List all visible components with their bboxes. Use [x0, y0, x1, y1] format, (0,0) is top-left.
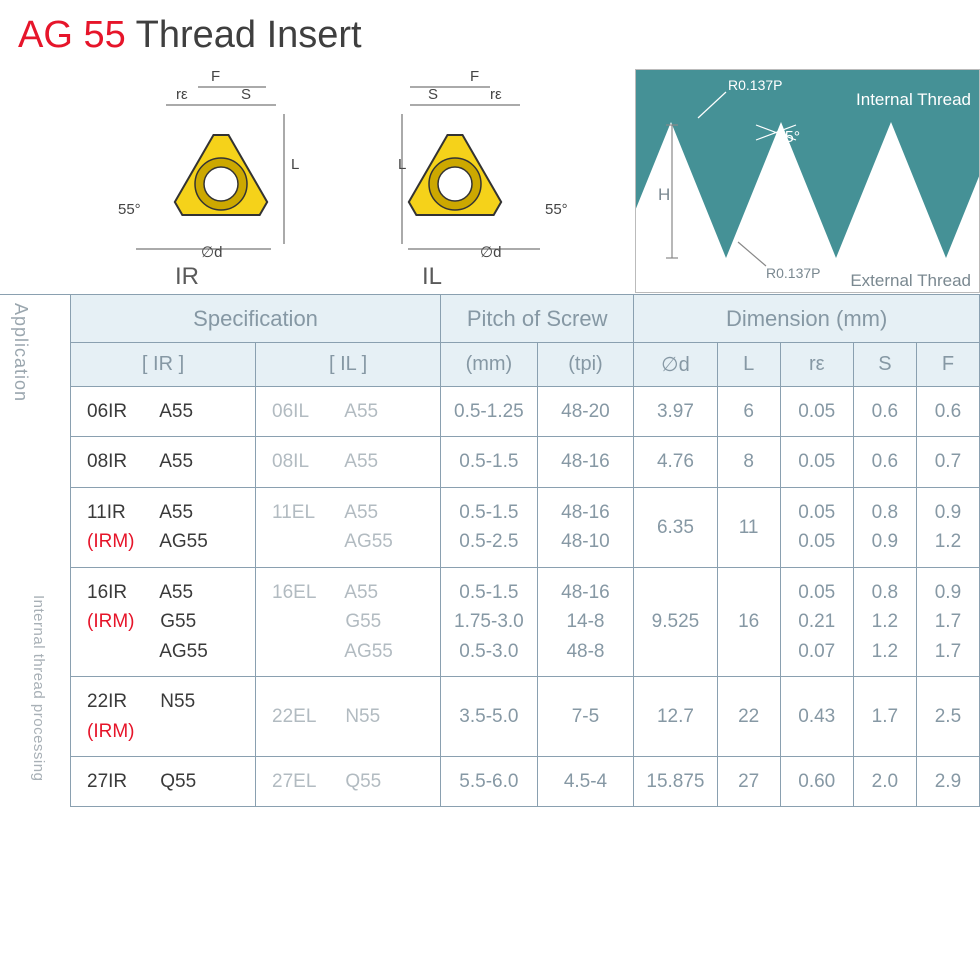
svg-text:R0.137P: R0.137P — [728, 77, 782, 93]
svg-text:rε: rε — [176, 86, 188, 103]
header-re: rε — [780, 343, 853, 387]
svg-text:∅d: ∅d — [480, 244, 501, 259]
diagram-area: Frε S L 55° ∅d F Srε L 55° ∅d IR IL Internal Thr… — [0, 69, 980, 294]
thread-profile-diagram: Internal Thread External Thread R0.137P R0.… — [635, 69, 980, 293]
svg-text:55°: 55° — [545, 201, 568, 218]
svg-text:Internal Thread: Internal Thread — [856, 90, 971, 109]
header-pitch: Pitch of Screw — [441, 295, 634, 343]
svg-text:S: S — [428, 86, 438, 103]
svg-text:External Thread: External Thread — [850, 271, 971, 290]
header-il: [ IL ] — [256, 343, 441, 387]
insert-diagram-il: FSrεL55°∅d — [340, 69, 570, 259]
page-title: AG 55 Thread Insert — [0, 0, 980, 69]
header-S: S — [853, 343, 916, 387]
svg-text:H: H — [658, 185, 670, 204]
svg-text:rε: rε — [490, 86, 502, 103]
insert-diagram-ir: Frε S L 55° ∅d — [106, 69, 336, 259]
header-specification: Specification — [71, 295, 441, 343]
header-L: L — [717, 343, 780, 387]
side-label-application: Application — [10, 303, 31, 402]
svg-text:F: F — [211, 69, 220, 85]
side-label: Application Internal thread processing — [0, 294, 70, 807]
table-row: 11IR A55(IRM) AG5511EL A55 AG550.5-1.50.… — [71, 487, 980, 567]
table-row: 16IR A55(IRM) G55 AG5516EL A55 G55 AG550… — [71, 567, 980, 676]
svg-text:F: F — [470, 69, 479, 85]
table-row: 08IR A5508IL A550.5-1.548-164.7680.050.6… — [71, 437, 980, 487]
table-row: 27IR Q5527EL Q555.5-6.04.5-415.875270.60… — [71, 756, 980, 806]
side-label-processing: Internal thread processing — [30, 595, 47, 781]
header-ir: [ IR ] — [71, 343, 256, 387]
insert-label-il: IL — [422, 263, 442, 291]
header-dimension: Dimension (mm) — [634, 295, 980, 343]
svg-text:L: L — [291, 156, 299, 173]
svg-text:∅d: ∅d — [201, 244, 222, 259]
svg-text:S: S — [241, 86, 251, 103]
table-row: 22IR N55(IRM) 22EL N553.5-5.07-512.7220.… — [71, 677, 980, 757]
svg-text:R0.137P: R0.137P — [766, 265, 820, 281]
title-prefix: AG 55 — [18, 14, 126, 56]
header-tpi: (tpi) — [537, 343, 634, 387]
svg-text:55°: 55° — [118, 201, 141, 218]
header-F: F — [916, 343, 979, 387]
table-row: 06IR A5506IL A550.5-1.2548-203.9760.050.… — [71, 387, 980, 437]
table-area: Application Internal thread processing S… — [0, 294, 980, 807]
title-rest: Thread Insert — [126, 14, 362, 56]
spec-table: Specification Pitch of Screw Dimension (… — [70, 294, 980, 807]
insert-label-ir: IR — [175, 263, 199, 291]
table-body: 06IR A5506IL A550.5-1.2548-203.9760.050.… — [71, 387, 980, 807]
header-mm: (mm) — [441, 343, 538, 387]
header-phid: ∅d — [634, 343, 717, 387]
